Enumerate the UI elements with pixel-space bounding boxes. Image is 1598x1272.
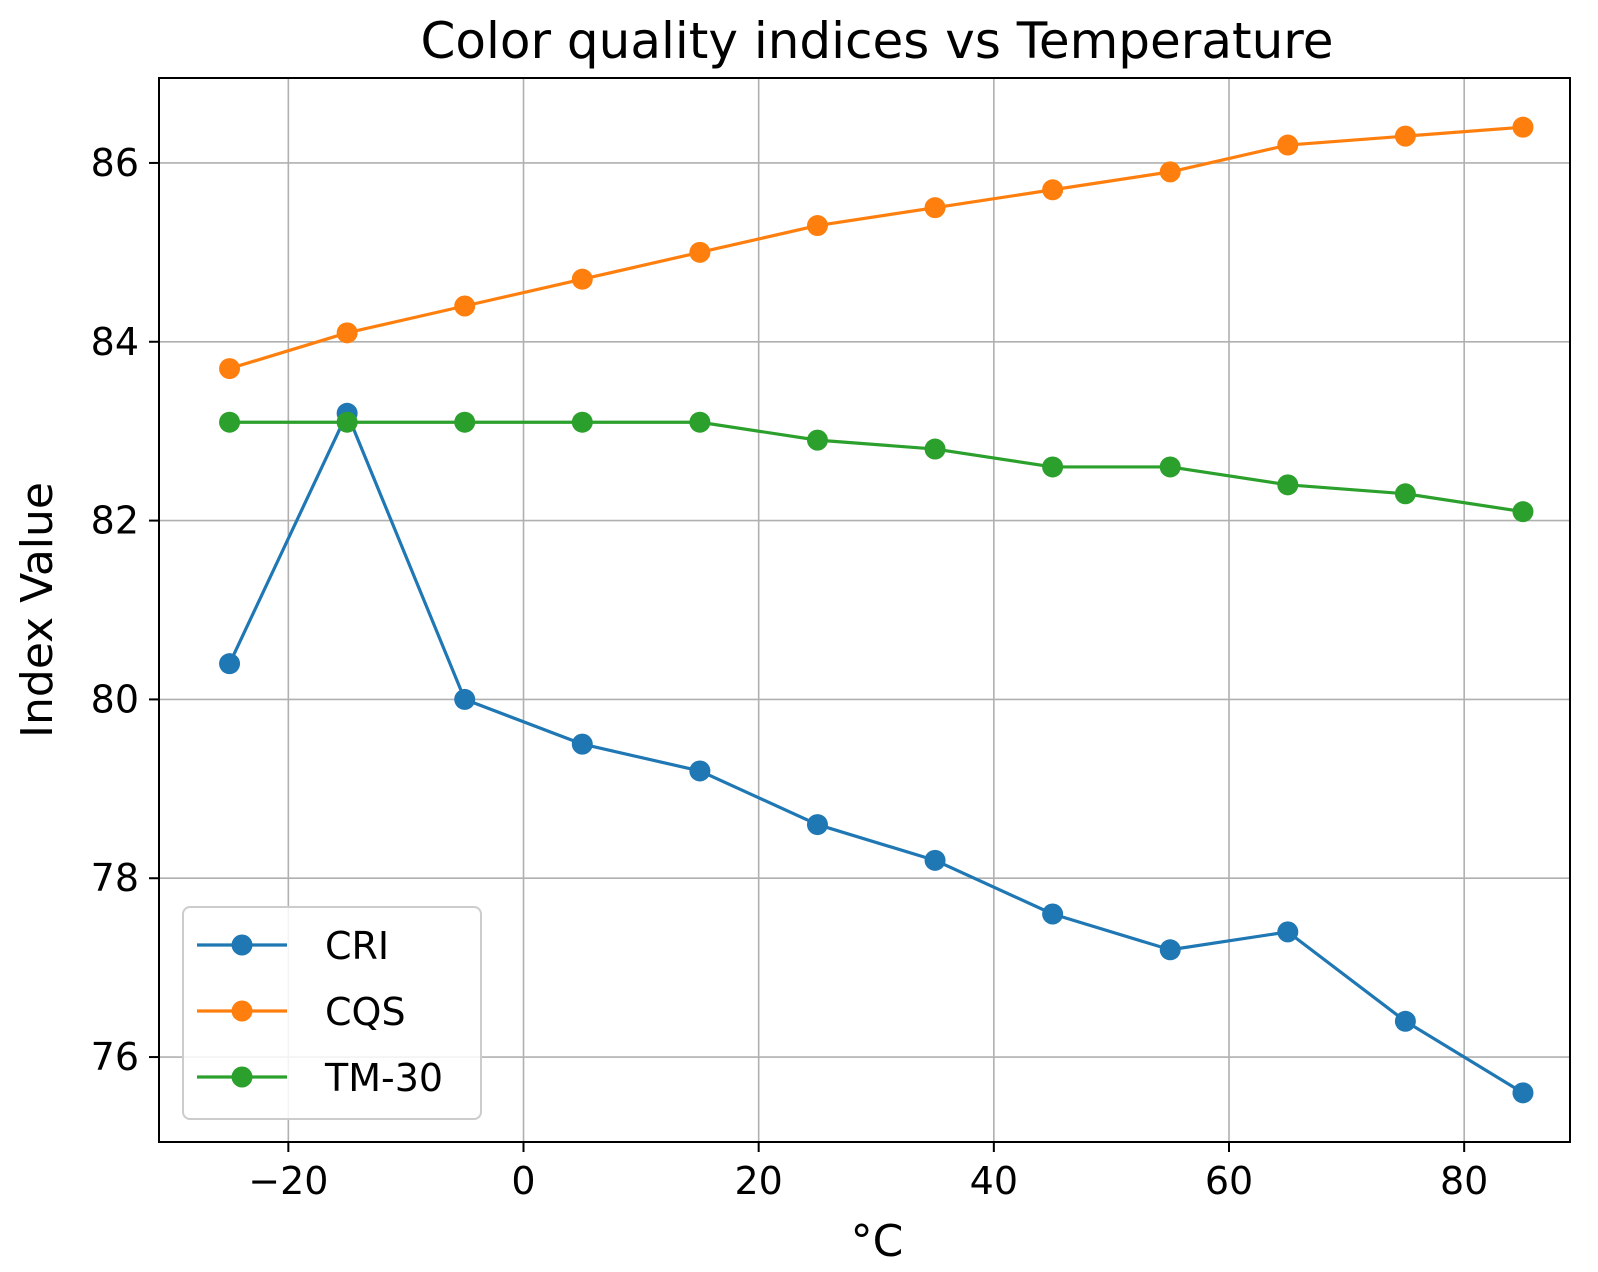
y-tick-label: 82 [91,499,139,543]
data-point [1042,456,1064,478]
data-point [1159,456,1181,478]
series-tm-30 [219,411,1534,523]
data-point [336,322,358,344]
series-line [229,125,1524,371]
legend-label: TM-30 [324,1056,443,1100]
data-point [454,295,476,317]
data-point [571,733,593,755]
data-point [571,411,593,433]
legend-marker [231,934,253,956]
y-tick-label: 86 [91,141,139,185]
legend-label: CQS [325,990,406,1034]
legend-entry-tm-30: TM-30 [197,1056,443,1100]
data-point [1512,1082,1534,1104]
series-line [229,420,1524,514]
data-point [1277,921,1299,943]
legend-entry-cqs: CQS [197,990,406,1034]
data-point [1394,125,1416,147]
series-line [228,411,1524,1095]
x-tick-label: −20 [248,1159,328,1203]
x-tick-label: 20 [734,1159,782,1203]
data-point [1277,474,1299,496]
data-point [806,215,828,237]
x-tick-label: 80 [1440,1159,1488,1203]
y-axis-ticks: 76 78 80 82 84 86 [91,141,159,1079]
x-tick-label: 0 [511,1159,535,1203]
data-point [1042,179,1064,201]
chart-title: Color quality indices vs Temperature [420,12,1333,70]
data-point [1159,939,1181,961]
data-point [689,760,711,782]
data-point [689,241,711,263]
data-point [806,814,828,836]
y-tick-label: 76 [91,1035,139,1079]
legend-box [182,906,482,1120]
data-point [219,653,241,675]
data-point [1512,501,1534,523]
x-axis-ticks: −20 0 20 40 60 80 [248,1142,1488,1203]
data-point [924,438,946,460]
legend-marker [231,1066,253,1088]
series-cqs [219,116,1534,380]
data-point [924,849,946,871]
data-point [1042,903,1064,925]
x-tick-label: 60 [1205,1159,1253,1203]
y-axis-label: Index Value [12,482,63,738]
legend: CRI CQS TM-30 [182,906,482,1120]
data-point [806,429,828,451]
y-tick-label: 84 [91,320,139,364]
grid-lines [159,78,1570,1142]
data-point [336,411,358,433]
data-point [689,411,711,433]
series-cri [219,402,1534,1104]
series-layer [219,116,1534,1104]
x-tick-label: 40 [970,1159,1018,1203]
data-point [219,358,241,380]
data-point [1394,483,1416,505]
data-point [1512,116,1534,138]
data-point [219,411,241,433]
data-point [924,197,946,219]
y-tick-label: 78 [91,856,139,900]
data-point [454,411,476,433]
x-axis-label: °C [851,1216,904,1267]
legend-entry-cri: CRI [197,924,389,968]
data-point [571,268,593,290]
data-point [1159,161,1181,183]
data-point [1277,134,1299,156]
legend-label: CRI [325,924,389,968]
data-point [1394,1010,1416,1032]
y-tick-label: 80 [91,677,139,721]
data-point [454,688,476,710]
plot-area-frame [158,77,1571,1143]
legend-marker [231,1000,253,1022]
